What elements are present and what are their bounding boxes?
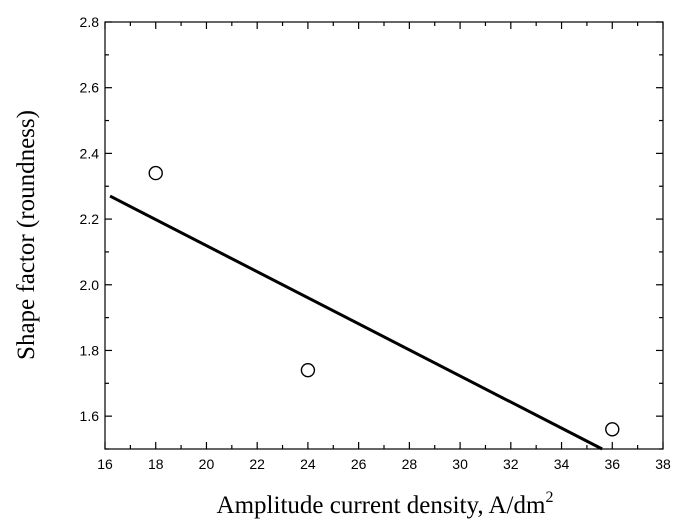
x-tick-label: 36: [604, 456, 620, 472]
y-tick-label: 1.8: [80, 342, 100, 358]
y-tick-label: 2.8: [80, 14, 100, 30]
data-point: [300, 362, 316, 378]
x-tick-label: 26: [351, 456, 367, 472]
x-tick-label: 28: [402, 456, 418, 472]
fit-line: [109, 194, 603, 451]
axis-ticks: 16 18 20 22 24 26 28 30 32 34 36 38 1.6 1.8 2.0 2.2 2.4 2…: [80, 14, 671, 472]
y-tick-label: 2.2: [80, 211, 100, 227]
x-tick-label: 24: [300, 456, 316, 472]
y-axis-title: Shape factor (roundness): [13, 110, 40, 360]
x-tick-label: 16: [97, 456, 113, 472]
x-axis-title-superscript: 2: [545, 489, 553, 506]
y-tick-label: 2.0: [80, 277, 100, 293]
x-tick-label: 34: [554, 456, 570, 472]
x-tick-label: 32: [503, 456, 519, 472]
x-tick-label: 18: [148, 456, 164, 472]
y-tick-label: 1.6: [80, 408, 100, 424]
data-point: [148, 165, 163, 181]
y-tick-label: 2.4: [80, 145, 100, 161]
x-axis-title: Amplitude current density, A/dm2: [217, 489, 554, 519]
x-tick-label: 22: [249, 456, 265, 472]
series-layer: [109, 165, 620, 451]
x-axis-title-text: Amplitude current density, A/dm: [217, 492, 546, 519]
x-tick-label: 30: [452, 456, 468, 472]
x-tick-label: 20: [199, 456, 215, 472]
x-tick-label: 38: [655, 456, 671, 472]
y-tick-label: 2.6: [80, 80, 100, 96]
data-point: [605, 422, 620, 437]
